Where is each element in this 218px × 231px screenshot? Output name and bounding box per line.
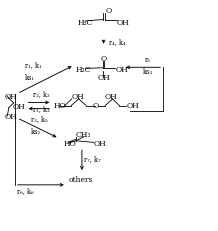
Text: r₇, k₇: r₇, k₇ [84,155,101,163]
Text: CH₃: CH₃ [75,131,91,139]
Text: OH: OH [116,66,128,74]
Text: OH: OH [5,93,18,101]
Text: OH: OH [105,93,118,101]
Text: HO: HO [63,140,76,148]
Text: r₂, k₂: r₂, k₂ [33,90,49,98]
Text: ks₁: ks₁ [24,74,34,82]
Text: OH: OH [117,18,129,27]
Text: OH: OH [5,113,18,121]
Text: H₃C: H₃C [78,18,93,27]
Text: HO: HO [54,102,66,110]
Text: r₄, k₄: r₄, k₄ [109,38,126,46]
Text: ks₃: ks₃ [143,68,153,76]
Text: r₅: r₅ [145,56,151,64]
Text: O: O [100,55,107,63]
Text: r₃, k₅: r₃, k₅ [31,115,48,123]
Text: others: others [69,176,93,184]
Text: r₆, k₆: r₆, k₆ [17,187,34,195]
Text: OH: OH [126,102,139,110]
Text: OH: OH [94,140,107,148]
Text: H₂C: H₂C [75,66,91,74]
Text: OH: OH [13,103,25,111]
Text: r₁, k₁: r₁, k₁ [24,61,41,69]
Text: OH: OH [71,93,84,101]
Text: ks₂: ks₂ [31,128,41,136]
Text: O: O [106,7,112,15]
Text: OH: OH [97,74,110,82]
Text: O: O [93,102,99,110]
Text: r₁, k₃: r₁, k₃ [33,105,49,113]
